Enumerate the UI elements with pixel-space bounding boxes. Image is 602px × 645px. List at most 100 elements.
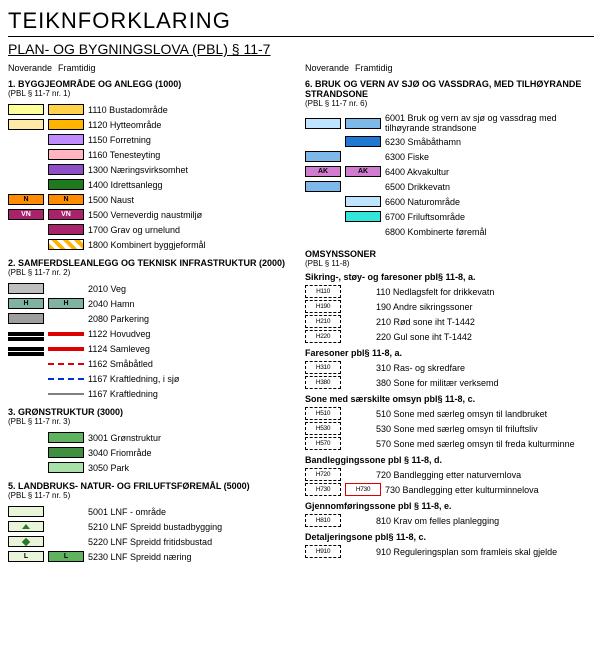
divider: [8, 36, 594, 37]
zone-code: H380: [305, 376, 341, 389]
colhead-noverande: Noverande: [8, 63, 58, 73]
legend-label: 1122 Hovudveg: [88, 329, 150, 339]
legend-label: 1124 Samleveg: [88, 344, 150, 354]
zone-code: H810: [305, 514, 341, 527]
legend-row: 1150 Forretning: [8, 132, 297, 147]
legend-swatch: N: [48, 194, 84, 205]
legend-label: 5220 LNF Spreidd fritidsbustad: [88, 537, 212, 547]
legend-label: 910 Reguleringsplan som framleis skal gj…: [376, 547, 557, 557]
sec3-title: 3. GRØNSTRUKTUR (3000): [8, 407, 297, 417]
legend-row: 6800 Kombinerte føremål: [305, 224, 594, 239]
legend-row: 1122 Hovudveg: [8, 326, 297, 341]
legend-row: 5001 LNF - område: [8, 504, 297, 519]
legend-label: 3050 Park: [88, 463, 129, 473]
zone-code: H530: [305, 422, 341, 435]
legend-row: 1400 Idrettsanlegg: [8, 177, 297, 192]
zone-code: H310: [305, 361, 341, 374]
colhead-framtidig: Framtidig: [58, 63, 96, 73]
legend-label: 1500 Verneverdig naustmiljø: [88, 210, 202, 220]
zone-code: H730: [305, 483, 341, 496]
legend-label: 6300 Fiske: [385, 152, 429, 162]
sec2-sub: (PBL § 11-7 nr. 2): [8, 268, 297, 277]
legend-label: 2010 Veg: [88, 284, 126, 294]
sec6-sub: (PBL § 11-7 nr. 6): [305, 99, 594, 108]
legend-row: 1167 Kraftledning, i sjø: [8, 371, 297, 386]
legend-label: 1120 Hytteområde: [88, 120, 161, 130]
sec3-sub: (PBL § 11-7 nr. 3): [8, 417, 297, 426]
legend-row: 6700 Friluftsområde: [305, 209, 594, 224]
omsyn-title: OMSYNSSONER: [305, 249, 594, 259]
legend-label: 3001 Grønstruktur: [88, 433, 161, 443]
legend-row: 1300 Næringsvirksomhet: [8, 162, 297, 177]
legend-row: 2080 Parkering: [8, 311, 297, 326]
legend-swatch: [345, 118, 381, 129]
legend-swatch: [305, 181, 341, 192]
legend-row: H810 810 Krav om felles planlegging: [305, 513, 594, 528]
legend-label: 810 Krav om felles planlegging: [376, 516, 499, 526]
legend-label: 210 Rød sone iht T-1442: [376, 317, 475, 327]
legend-row: H720720 Bandlegging etter naturvernlova: [305, 467, 594, 482]
legend-swatch: [48, 164, 84, 175]
legend-row: H110110 Nedlagsfelt for drikkevatn: [305, 284, 594, 299]
legend-label: 1800 Kombinert byggjeformål: [88, 240, 206, 250]
right-column: Noverande Framtidig 6. BRUK OG VERN AV S…: [305, 63, 594, 564]
legend-swatch: L: [48, 551, 84, 562]
legend-swatch: [48, 224, 84, 235]
legend-swatch: [8, 313, 44, 324]
legend-swatch: N: [8, 194, 44, 205]
legend-label: 1150 Forretning: [88, 135, 151, 145]
sec5-title: 5. LANDBRUKS- NATUR- OG FRILUFTSFØREMÅL …: [8, 481, 297, 491]
legend-label: 2080 Parkering: [88, 314, 149, 324]
zone-code: H510: [305, 407, 341, 420]
legend-label: 6500 Drikkevatn: [385, 182, 450, 192]
legend-label: 720 Bandlegging etter naturvernlova: [376, 470, 521, 480]
legend-row: H910 910 Reguleringsplan som framleis ska…: [305, 544, 594, 559]
legend-row: H210210 Rød sone iht T-1442: [305, 314, 594, 329]
legend-row: 1800 Kombinert byggjeformål: [8, 237, 297, 252]
left-column: Noverande Framtidig 1. BYGGJEOMRÅDE OG A…: [8, 63, 297, 564]
legend-swatch: H: [8, 298, 44, 309]
legend-swatch: [48, 432, 84, 443]
sec5-sub: (PBL § 11-7 nr. 5): [8, 491, 297, 500]
legend-row: H530530 Sone med særleg omsyn til friluf…: [305, 421, 594, 436]
legend-row: 2010 Veg: [8, 281, 297, 296]
legend-label: 1700 Grav og urnelund: [88, 225, 180, 235]
legend-swatch: [305, 118, 341, 129]
legend-row: 1160 Tenesteyting: [8, 147, 297, 162]
legend-row: 6230 Småbåthamn: [305, 134, 594, 149]
zone-code: H730: [345, 483, 381, 496]
legend-row: 1110 Bustadområde: [8, 102, 297, 117]
legend-row: 3040 Friområde: [8, 445, 297, 460]
legend-row: 6500 Drikkevatn: [305, 179, 594, 194]
sec1-sub: (PBL § 11-7 nr. 1): [8, 89, 297, 98]
legend-label: 2040 Hamn: [88, 299, 135, 309]
legend-label: 1500 Naust: [88, 195, 134, 205]
legend-row: H570570 Sone med særleg omsyn til freda …: [305, 436, 594, 451]
legend-swatch: [48, 149, 84, 160]
legend-label: 510 Sone med særleg omsyn til landbruket: [376, 409, 547, 419]
legend-row: LL5230 LNF Spreidd næring: [8, 549, 297, 564]
sec6-title: 6. BRUK OG VERN AV SJØ OG VASSDRAG, MED …: [305, 79, 594, 99]
legend-label: 1400 Idrettsanlegg: [88, 180, 163, 190]
omsyn-group-title: Sone med særskilte omsyn pbl§ 11-8, c.: [305, 394, 594, 404]
legend-swatch: AK: [305, 166, 341, 177]
legend-row: 3050 Park: [8, 460, 297, 475]
legend-swatch: [8, 506, 44, 517]
legend-label: 6600 Naturområde: [385, 197, 460, 207]
colhead-framtidig-r: Framtidig: [355, 63, 393, 73]
legend-label: 1167 Kraftledning: [88, 389, 158, 399]
legend-row: 6001 Bruk og vern av sjø og vassdrag med…: [305, 112, 594, 134]
page-subtitle: PLAN- OG BYGNINGSLOVA (PBL) § 11-7: [8, 41, 594, 57]
legend-row: 1700 Grav og urnelund: [8, 222, 297, 237]
legend-swatch: VN: [48, 209, 84, 220]
legend-row: 6300 Fiske: [305, 149, 594, 164]
sec1-title: 1. BYGGJEOMRÅDE OG ANLEGG (1000): [8, 79, 297, 89]
zone-code: H220: [305, 330, 341, 343]
zone-code: H910: [305, 545, 341, 558]
legend-row: H380380 Sone for militær verksemd: [305, 375, 594, 390]
zone-code: H570: [305, 437, 341, 450]
omsyn-group-title: Gjennomføringssone pbl § 11-8, e.: [305, 501, 594, 511]
legend-label: 6230 Småbåthamn: [385, 137, 461, 147]
legend-row: H220220 Gul sone iht T-1442: [305, 329, 594, 344]
legend-row: H510 510 Sone med særleg omsyn til landbr…: [305, 406, 594, 421]
